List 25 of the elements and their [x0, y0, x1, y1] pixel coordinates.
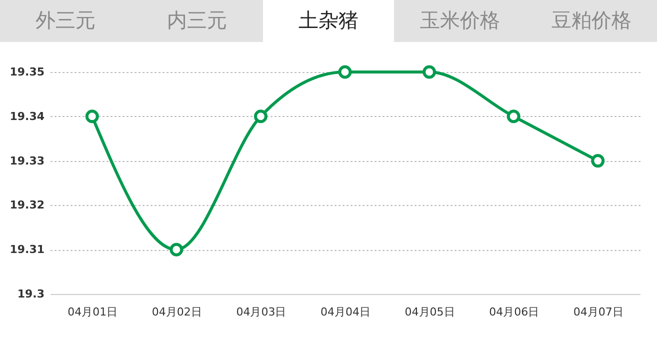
text: 内三元	[166, 7, 228, 34]
text: 玉米价格	[418, 7, 501, 34]
chart-title: 土杂猪	[262, 0, 394, 42]
x-tick-label: 04月02日	[152, 306, 202, 318]
text: 外三元	[34, 7, 97, 34]
y-tick-label: 19.34	[10, 110, 45, 123]
point	[85, 110, 99, 124]
x-tick-label: 04月01日	[68, 306, 118, 318]
point	[506, 110, 520, 124]
point	[254, 110, 268, 124]
x-tick-label: 04月03日	[236, 306, 286, 318]
point	[422, 65, 436, 79]
x-tick-label: 04月06日	[489, 306, 540, 318]
y-tick-label: 19.32	[10, 198, 44, 212]
y-tick-label: 19.3	[17, 288, 44, 300]
x-tick-label: 04月04日	[320, 306, 370, 318]
y-tick-label: 19.35	[10, 66, 44, 78]
text: 豆粕价格	[550, 7, 632, 34]
x-tick-label: 04月05日	[404, 306, 455, 318]
x-tick-label: 04月07日	[573, 306, 624, 318]
point	[338, 65, 352, 79]
point	[591, 154, 605, 168]
y-tick-label: 19.31	[10, 243, 44, 256]
y-tick-label: 19.33	[10, 154, 44, 168]
point	[170, 242, 184, 256]
